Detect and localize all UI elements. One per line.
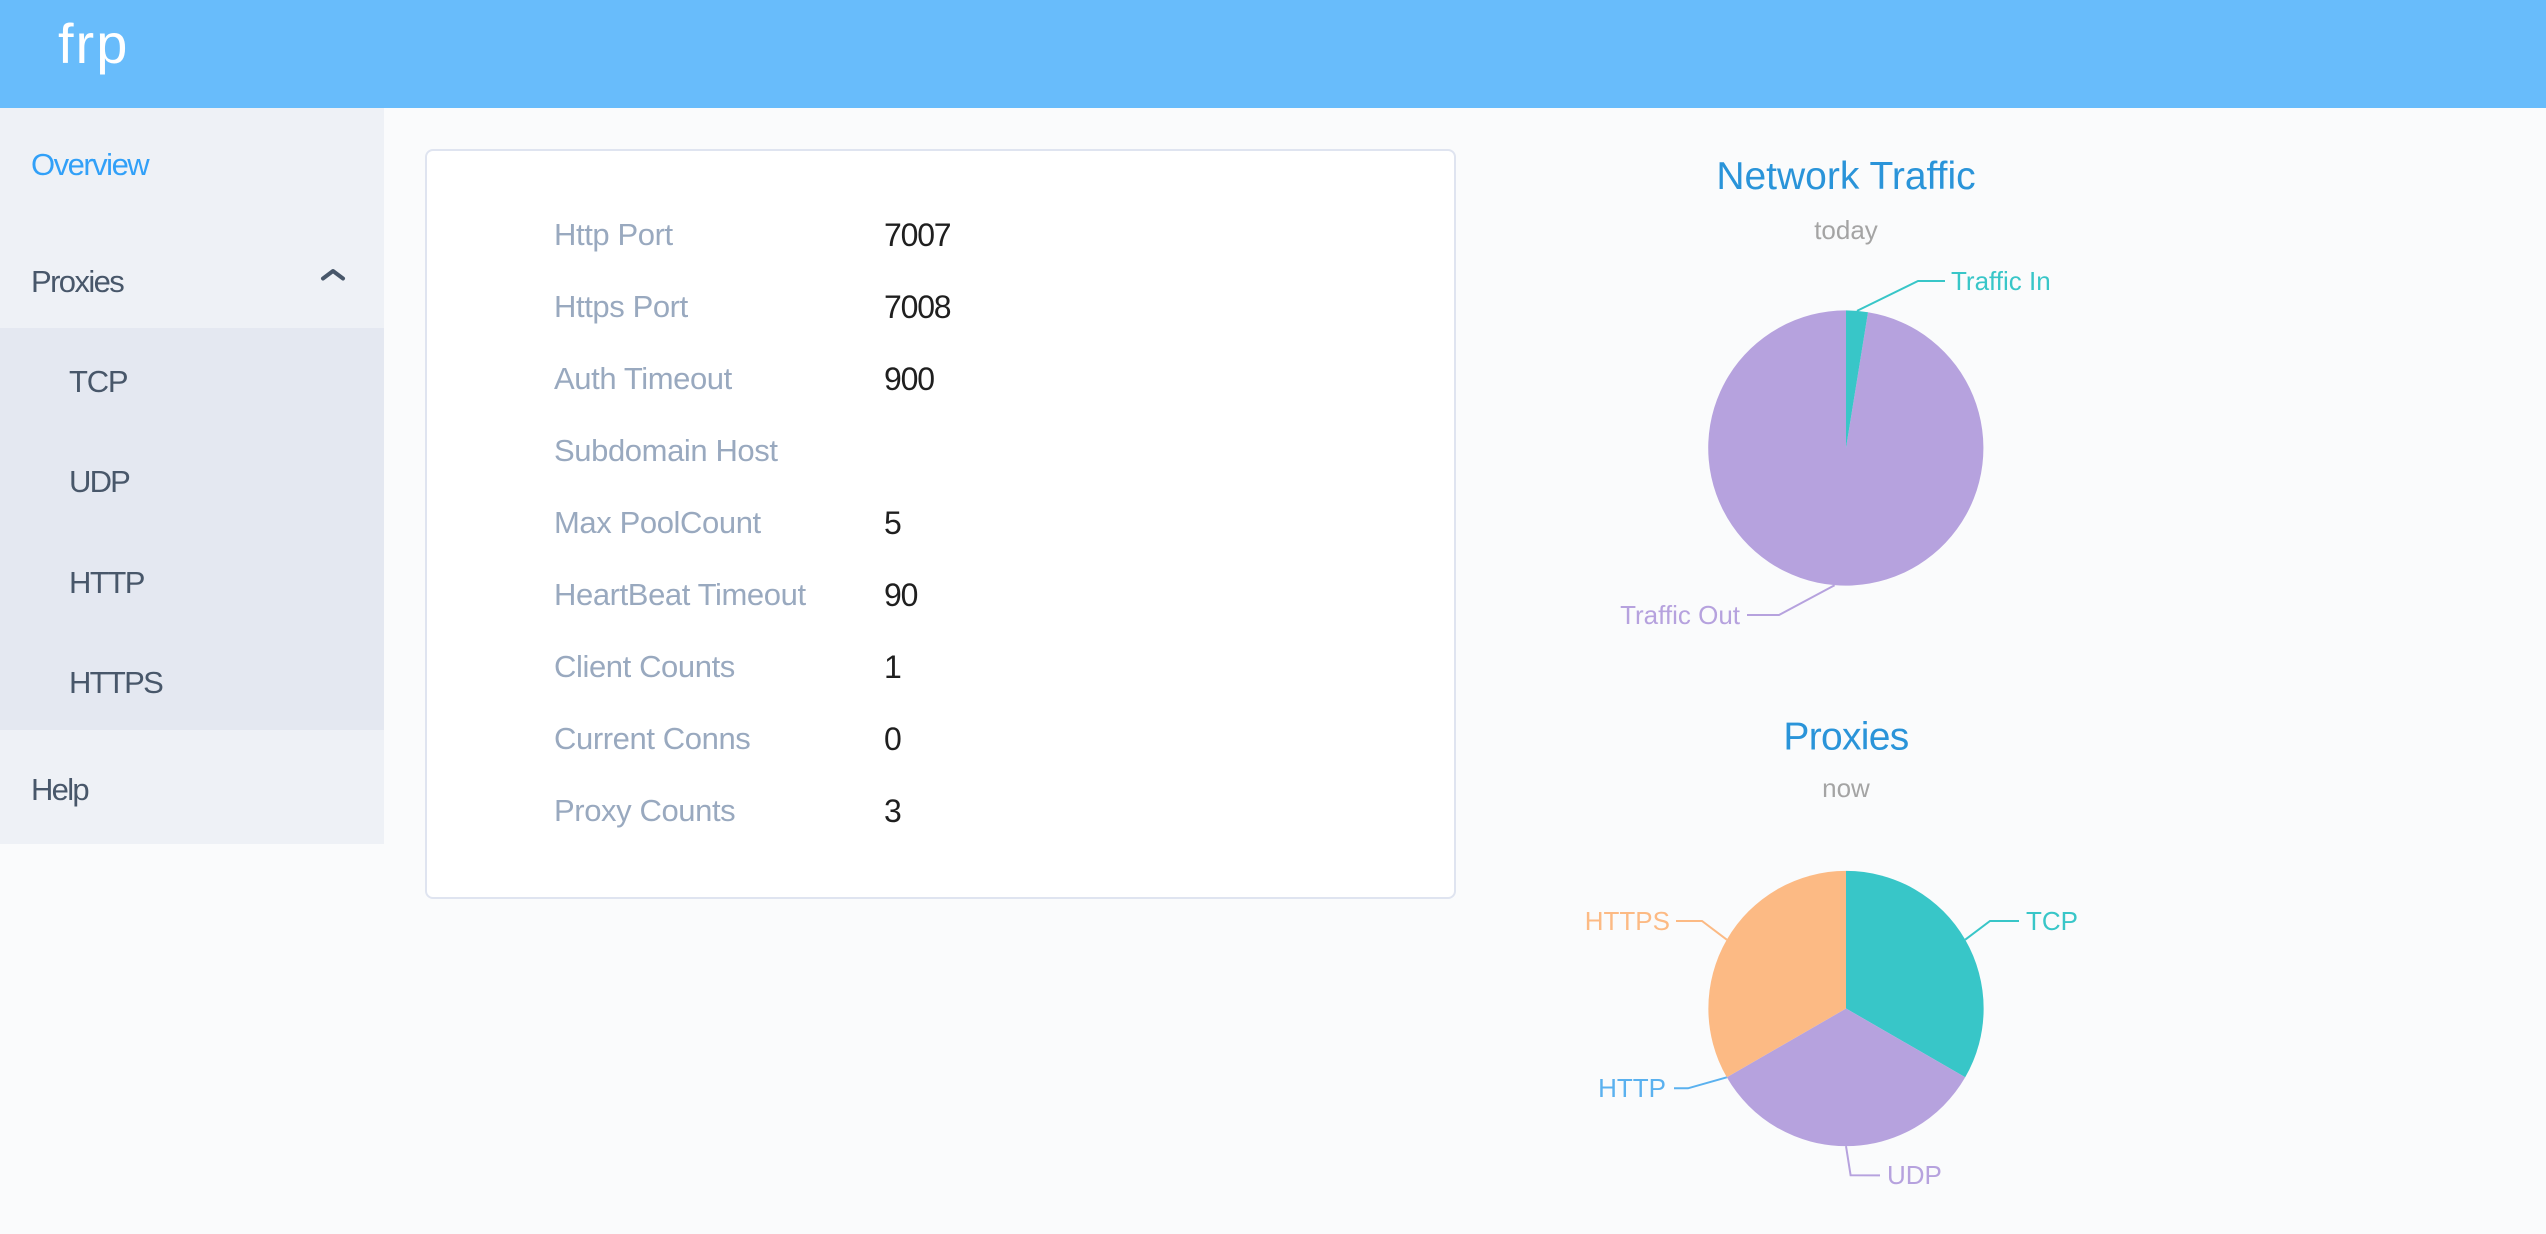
svg-text:today: today [1814, 215, 1878, 245]
svg-text:UDP: UDP [1887, 1160, 1942, 1190]
svg-text:Network Traffic: Network Traffic [1716, 155, 1975, 198]
svg-text:Proxies: Proxies [1783, 715, 1908, 758]
svg-text:Traffic In: Traffic In [1951, 266, 2051, 296]
svg-text:Traffic Out: Traffic Out [1620, 600, 1741, 630]
svg-text:HTTP: HTTP [1598, 1073, 1666, 1103]
svg-text:HTTPS: HTTPS [1585, 906, 1670, 936]
svg-text:TCP: TCP [2026, 906, 2078, 936]
svg-text:now: now [1822, 773, 1870, 803]
